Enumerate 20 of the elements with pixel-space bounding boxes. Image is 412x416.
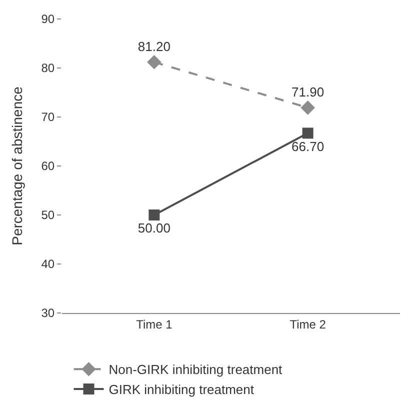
y-tick-label: 50 xyxy=(41,208,55,222)
point xyxy=(147,54,162,70)
point xyxy=(300,100,315,115)
point xyxy=(302,128,314,139)
y-tick-label: 30 xyxy=(41,306,55,320)
y-tick-label: 90 xyxy=(41,12,55,26)
data-label: 66.70 xyxy=(292,138,324,154)
y-tick-label: 60 xyxy=(41,159,55,174)
data-label: 50.00 xyxy=(138,220,170,236)
y-tick-label: 70 xyxy=(41,110,55,124)
x-tick-label: Time 2 xyxy=(290,317,326,332)
point xyxy=(148,210,160,220)
y-tick-label: 80 xyxy=(41,61,55,76)
data-label: 71.90 xyxy=(292,84,324,100)
legend-label: GIRK inhibiting treatment xyxy=(108,382,254,398)
legend-label: Non-GIRK inhibiting treatment xyxy=(108,362,283,378)
y-axis-title: Percentage of abstinence xyxy=(8,86,25,246)
x-tick-label: Time 1 xyxy=(136,317,173,332)
data-label: 81.20 xyxy=(138,38,170,54)
y-tick-label: 40 xyxy=(41,257,55,272)
